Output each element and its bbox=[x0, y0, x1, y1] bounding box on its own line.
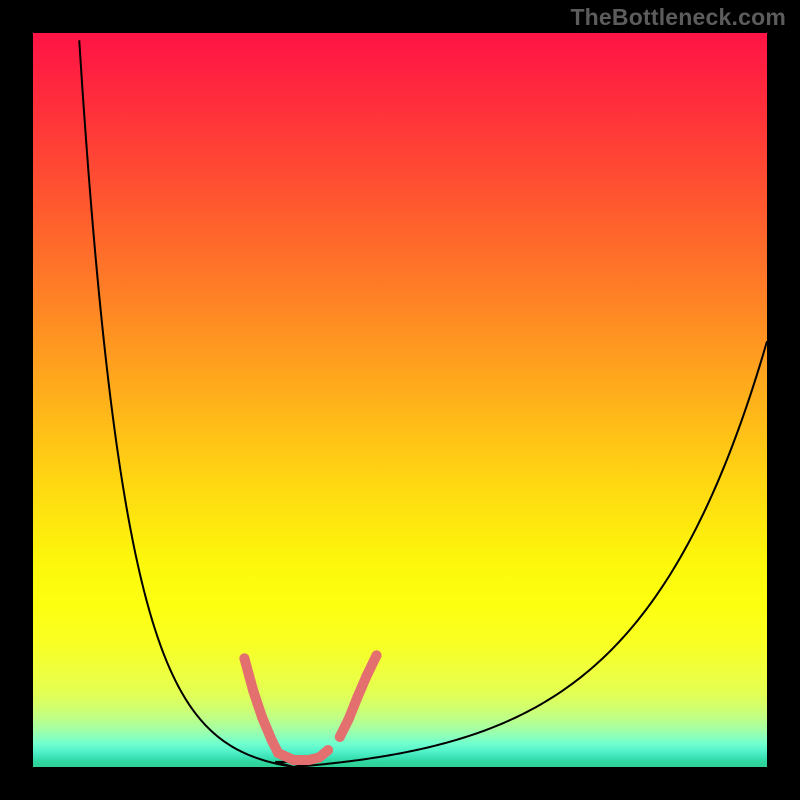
watermark-text: TheBottleneck.com bbox=[570, 4, 786, 31]
bottleneck-chart: TheBottleneck.com bbox=[0, 0, 800, 800]
plot-svg bbox=[0, 0, 800, 800]
